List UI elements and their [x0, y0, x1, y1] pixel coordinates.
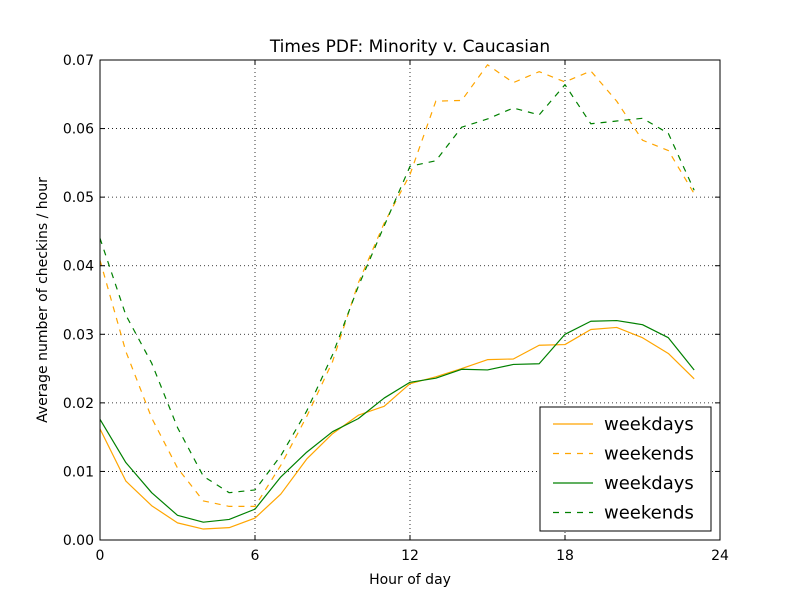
y-tick-label: 0.06 [63, 122, 94, 138]
y-tick-label: 0.04 [63, 259, 94, 275]
legend: weekdays weekends weekdays weekends [539, 406, 712, 532]
x-tick-label: 24 [711, 548, 729, 564]
series-lines [99, 64, 695, 530]
y-tick-label: 0.05 [63, 190, 94, 206]
legend-label: weekdays [604, 473, 694, 494]
x-axis-label: Hour of day [369, 572, 451, 588]
legend-label: weekends [604, 503, 694, 524]
series-line-weekends-1 [99, 64, 695, 507]
x-tick-label: 12 [401, 548, 419, 564]
axis-ticks: 0 6 12 18 24 0.00 0.01 0.02 0.03 0.04 0.05 0.06 0.07 [63, 53, 729, 564]
y-tick-label: 0.03 [63, 327, 94, 343]
chart-title: Times PDF: Minority v. Caucasian [269, 37, 550, 57]
legend-label: weekends [604, 444, 694, 465]
y-axis-label: Average number of checkins / hour [35, 177, 51, 423]
legend-label: weekdays [604, 414, 694, 435]
y-tick-label: 0.07 [63, 53, 94, 69]
series-line-weekdays-0 [99, 326, 695, 530]
y-tick-label: 0.00 [63, 533, 94, 549]
y-tick-label: 0.01 [63, 464, 94, 480]
x-tick-label: 18 [556, 548, 574, 564]
y-tick-label: 0.02 [63, 396, 94, 412]
x-tick-label: 6 [251, 548, 260, 564]
series-line-weekdays-2 [99, 319, 695, 523]
legend-frame [539, 406, 712, 532]
x-tick-label: 0 [96, 548, 105, 564]
